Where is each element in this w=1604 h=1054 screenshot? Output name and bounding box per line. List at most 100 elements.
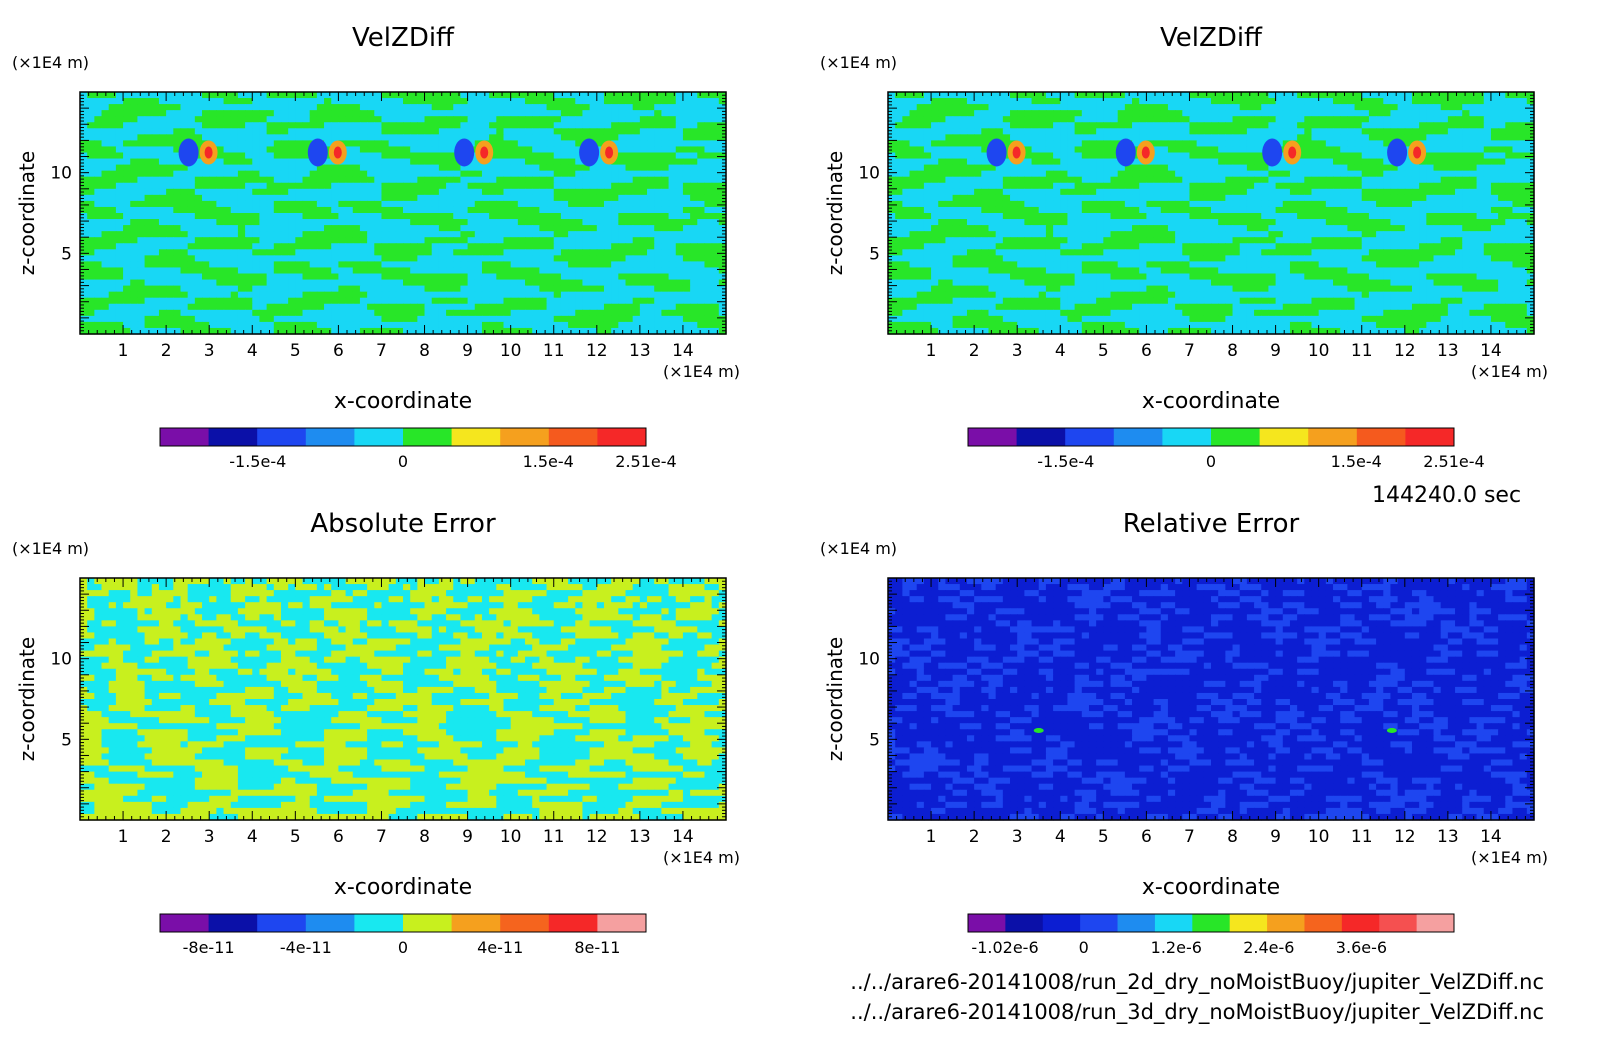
heatmap-cell [589,261,598,269]
heatmap-cell [438,122,447,129]
heatmap-cell [1074,128,1083,135]
heatmap-cell [108,291,117,299]
heatmap-cell [180,315,189,323]
heatmap-cell [388,225,397,232]
heatmap-cell [931,152,939,160]
heatmap-cell [575,285,584,293]
heatmap-cell [331,303,339,311]
heatmap-cell [675,327,684,335]
heatmap-cell [302,225,311,232]
heatmap-cell [388,321,397,329]
heatmap-cell [690,122,698,129]
heatmap-cell [316,297,325,305]
heatmap-cell [1031,122,1040,129]
heatmap-cell [1447,92,1456,99]
heatmap-cell [230,176,239,184]
heatmap-cell [611,285,619,293]
heatmap-cell [654,237,662,244]
heatmap-cell [1440,140,1449,148]
heatmap-cell [1361,140,1370,148]
heatmap-cell [381,164,390,172]
heatmap-cell [618,213,627,220]
heatmap-cell [1246,122,1255,129]
heatmap-cell [647,249,655,256]
heatmap-cell [424,309,433,317]
heatmap-cell [230,200,239,208]
heatmap-cell [309,327,318,335]
heatmap-cell [704,116,713,123]
heatmap-cell [216,128,225,135]
heatmap-cell [194,237,203,244]
heatmap-cell [87,231,95,238]
heatmap-cell [237,116,246,123]
heatmap-cell [517,188,526,196]
heatmap-cell [697,285,706,293]
heatmap-cell [1239,122,1248,129]
heatmap-cell [331,273,339,281]
heatmap-cell [101,194,110,202]
heatmap-cell [539,164,548,172]
heatmap-cell [596,122,605,129]
heatmap-cell [223,273,232,281]
heatmap-cell [690,273,698,281]
heatmap-cell [1239,158,1248,166]
heatmap-cell [266,206,275,214]
heatmap-cell [345,176,354,184]
heatmap-cell [525,164,533,172]
heatmap-cell [101,315,110,323]
heatmap-cell [517,237,526,244]
heatmap-cell [611,237,619,244]
heatmap-cell [403,206,411,214]
heatmap-cell [1469,152,1478,160]
heatmap-cell [1232,140,1241,148]
heatmap-cell [467,273,476,281]
heatmap-cell [123,321,131,329]
heatmap-cell [359,158,368,166]
heatmap-cell [180,279,189,287]
heatmap-cell [446,213,454,220]
heatmap-cell [553,297,562,305]
heatmap-cell [374,128,383,135]
heatmap-cell [252,128,261,135]
heatmap-cell [216,134,225,141]
heatmap-cell [489,182,497,190]
heatmap-cell [539,249,548,256]
heatmap-cell [654,176,662,184]
heatmap-cell [460,104,469,111]
heatmap-cell [603,291,612,299]
heatmap-cell [410,225,418,232]
heatmap-cell [94,237,103,244]
heatmap-cell [237,237,246,244]
heatmap-cell [388,327,397,335]
heatmap-cell [546,188,555,196]
heatmap-cell [266,110,275,117]
heatmap-cell [560,134,569,141]
heatmap-cell [316,225,325,232]
heatmap-cell [668,182,677,190]
heatmap-cell [639,134,648,141]
heatmap-cell [166,267,174,275]
heatmap-cell [952,122,961,129]
heatmap-cell [988,110,997,117]
heatmap-cell [1031,128,1040,135]
heatmap-cell [223,243,232,250]
heatmap-cell [517,255,526,262]
heatmap-cell [431,255,440,262]
heatmap-cell [690,140,698,148]
heatmap-cell [1117,98,1126,105]
heatmap-cell [446,200,454,208]
heatmap-cell [374,140,383,148]
heatmap-cell [266,291,275,299]
heatmap-cell [223,291,232,299]
plot-frame [79,91,727,335]
heatmap-cell [690,225,698,232]
heatmap-cell [137,176,146,184]
heatmap-cell [1038,140,1047,148]
heatmap-cell [173,243,182,250]
heatmap-cell [1110,98,1119,105]
heatmap-cell [539,158,548,166]
heatmap-cell [909,146,918,154]
heatmap-cell [395,146,404,154]
heatmap-cell [123,273,131,281]
heatmap-cell [618,182,627,190]
